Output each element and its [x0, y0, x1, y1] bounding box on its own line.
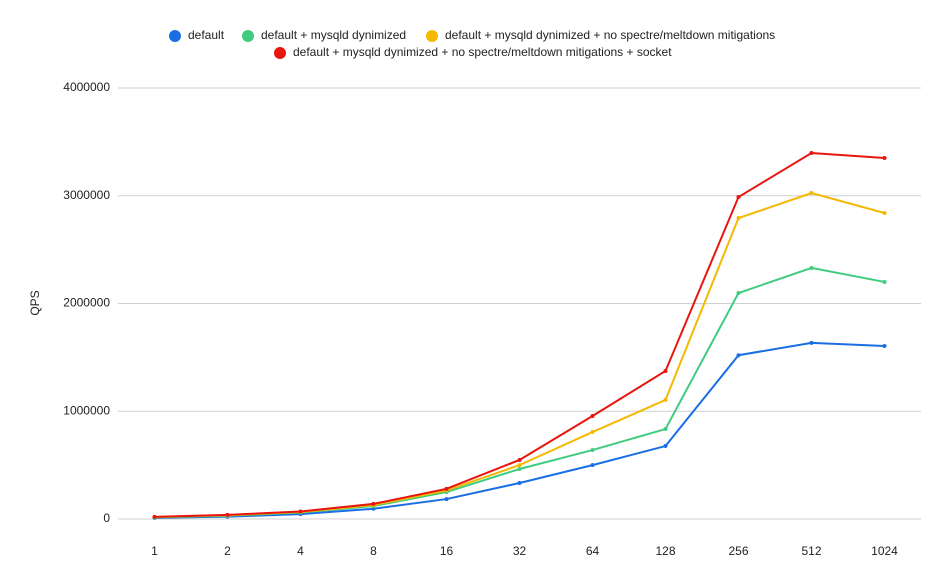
- data-point: [444, 486, 449, 491]
- x-tick-label: 128: [655, 544, 675, 558]
- y-tick-label: 2000000: [63, 296, 110, 310]
- y-tick-label: 1000000: [63, 403, 110, 417]
- data-point: [882, 156, 887, 161]
- y-tick-label: 4000000: [63, 80, 110, 94]
- x-tick-label: 16: [440, 544, 454, 558]
- data-point: [736, 216, 741, 221]
- y-axis-label: QPS: [28, 290, 42, 315]
- x-tick-label: 1024: [871, 544, 898, 558]
- legend-marker: [169, 30, 181, 42]
- data-point: [298, 509, 303, 514]
- legend-marker: [242, 30, 254, 42]
- y-tick-label: 3000000: [63, 188, 110, 202]
- series-line: [154, 341, 885, 519]
- data-point: [809, 191, 814, 196]
- data-point: [590, 463, 595, 468]
- y-tick-label: 0: [103, 511, 110, 525]
- data-point: [517, 463, 522, 468]
- data-point: [444, 497, 449, 502]
- x-tick-label: 512: [801, 544, 821, 558]
- data-point: [882, 344, 887, 349]
- data-point: [663, 444, 668, 449]
- x-tick-label: 8: [370, 544, 377, 558]
- data-point: [736, 353, 741, 358]
- data-point: [663, 397, 668, 402]
- x-tick-label: 32: [513, 544, 527, 558]
- series-line: [154, 266, 885, 519]
- data-point: [809, 265, 814, 270]
- data-point: [663, 368, 668, 373]
- data-point: [590, 430, 595, 435]
- legend-label: default + mysqld dynimized + no spectre/…: [445, 28, 775, 42]
- data-point: [152, 514, 157, 519]
- legend-marker: [426, 30, 438, 42]
- legend-label: default: [188, 28, 225, 42]
- data-point: [882, 210, 887, 215]
- data-point: [517, 481, 522, 486]
- x-tick-label: 64: [586, 544, 600, 558]
- data-point: [517, 457, 522, 462]
- legend-label: default + mysqld dynimized + no spectre/…: [293, 45, 672, 59]
- data-point: [736, 195, 741, 200]
- data-point: [736, 291, 741, 296]
- series-line: [154, 151, 885, 518]
- data-point: [590, 448, 595, 453]
- data-point: [809, 150, 814, 155]
- x-tick-label: 2: [224, 544, 231, 558]
- data-point: [882, 279, 887, 284]
- data-point: [517, 467, 522, 472]
- legend-label: default + mysqld dynimized: [261, 28, 406, 42]
- x-tick-label: 1: [151, 544, 158, 558]
- data-point: [663, 427, 668, 432]
- x-tick-label: 4: [297, 544, 304, 558]
- legend-marker: [274, 47, 286, 59]
- data-point: [225, 512, 230, 517]
- data-point: [809, 340, 814, 345]
- x-tick-label: 256: [728, 544, 748, 558]
- data-point: [371, 501, 376, 506]
- data-point: [590, 413, 595, 418]
